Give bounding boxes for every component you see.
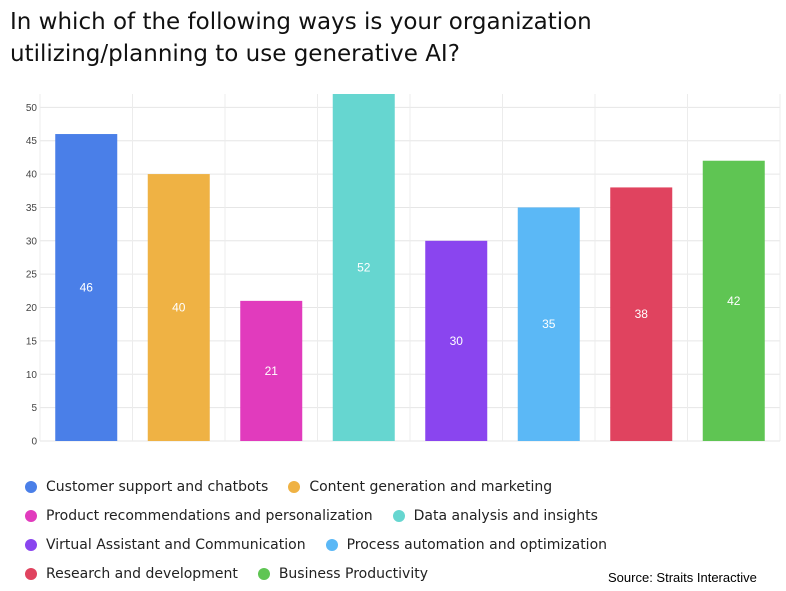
legend-row: Product recommendations and personalizat… xyxy=(25,501,765,530)
y-axis-ticks: 0 5 10 15 20 25 30 35 40 45 50 xyxy=(26,103,38,448)
bar-2 xyxy=(240,300,303,441)
legend-label: Content generation and marketing xyxy=(309,478,553,495)
bar-5 xyxy=(517,207,580,441)
y-tick-label: 45 xyxy=(26,136,38,147)
legend-dot-icon xyxy=(25,567,37,580)
bar-chart: 0 5 10 15 20 25 30 35 40 45 50 46 40 21 52 30 35 38 42 xyxy=(26,94,781,448)
legend-item-process-automation: Process automation and optimization xyxy=(325,536,608,553)
legend: Customer support and chatbots Content ge… xyxy=(25,472,765,588)
y-tick-label: 40 xyxy=(26,170,38,181)
legend-dot-icon xyxy=(25,538,37,551)
data-labels: 46 40 21 52 30 35 38 42 xyxy=(80,261,741,378)
legend-row: Research and development Business Produc… xyxy=(25,559,765,588)
source-note: Source: Straits Interactive xyxy=(608,570,757,585)
data-label-4: 30 xyxy=(450,334,464,348)
data-label-3: 52 xyxy=(357,261,371,275)
data-label-0: 46 xyxy=(80,281,94,295)
legend-label: Data analysis and insights xyxy=(413,507,598,524)
legend-item-customer-support: Customer support and chatbots xyxy=(25,479,268,495)
y-tick-label: 0 xyxy=(31,437,37,448)
legend-item-business-productivity: Business Productivity xyxy=(257,565,428,582)
data-label-7: 42 xyxy=(727,294,741,308)
y-tick-label: 30 xyxy=(26,236,38,247)
legend-item-data-analysis: Data analysis and insights xyxy=(392,507,598,524)
y-tick-label: 10 xyxy=(26,370,38,381)
legend-item-content-generation: Content generation and marketing xyxy=(288,479,552,495)
y-tick-label: 15 xyxy=(26,336,38,347)
chart-title: In which of the following ways is your o… xyxy=(10,9,592,67)
bar-6 xyxy=(610,187,673,441)
legend-item-product-recommendations: Product recommendations and personalizat… xyxy=(25,508,373,524)
legend-dot-icon xyxy=(257,567,270,580)
legend-row: Virtual Assistant and Communication Proc… xyxy=(25,530,765,559)
bar-7 xyxy=(702,160,765,441)
data-label-2: 21 xyxy=(265,364,279,378)
legend-dot-icon xyxy=(288,480,301,493)
legend-dot-icon xyxy=(392,509,405,522)
y-tick-label: 5 xyxy=(31,403,37,414)
legend-label: Business Productivity xyxy=(278,565,428,582)
legend-dot-icon xyxy=(325,538,338,551)
bar-3 xyxy=(332,94,395,441)
y-tick-label: 35 xyxy=(26,203,38,214)
bar-1 xyxy=(147,174,210,442)
legend-dot-icon xyxy=(25,509,37,522)
legend-row: Customer support and chatbots Content ge… xyxy=(25,472,765,501)
legend-label: Process automation and optimization xyxy=(346,536,608,553)
bar-0 xyxy=(55,134,118,442)
legend-item-virtual-assistant: Virtual Assistant and Communication xyxy=(25,537,306,553)
legend-label: Product recommendations and personalizat… xyxy=(46,507,373,524)
legend-dot-icon xyxy=(25,480,37,493)
legend-label: Virtual Assistant and Communication xyxy=(46,536,306,553)
y-tick-label: 25 xyxy=(26,270,38,281)
y-tick-label: 50 xyxy=(26,103,38,114)
legend-item-research-development: Research and development xyxy=(25,566,238,582)
data-label-5: 35 xyxy=(542,317,556,331)
legend-label: Customer support and chatbots xyxy=(46,478,269,495)
bars xyxy=(55,94,765,442)
data-label-6: 38 xyxy=(635,307,649,321)
bar-4 xyxy=(425,240,488,441)
y-tick-label: 20 xyxy=(26,303,38,314)
data-label-1: 40 xyxy=(172,301,186,315)
legend-label: Research and development xyxy=(46,565,238,582)
